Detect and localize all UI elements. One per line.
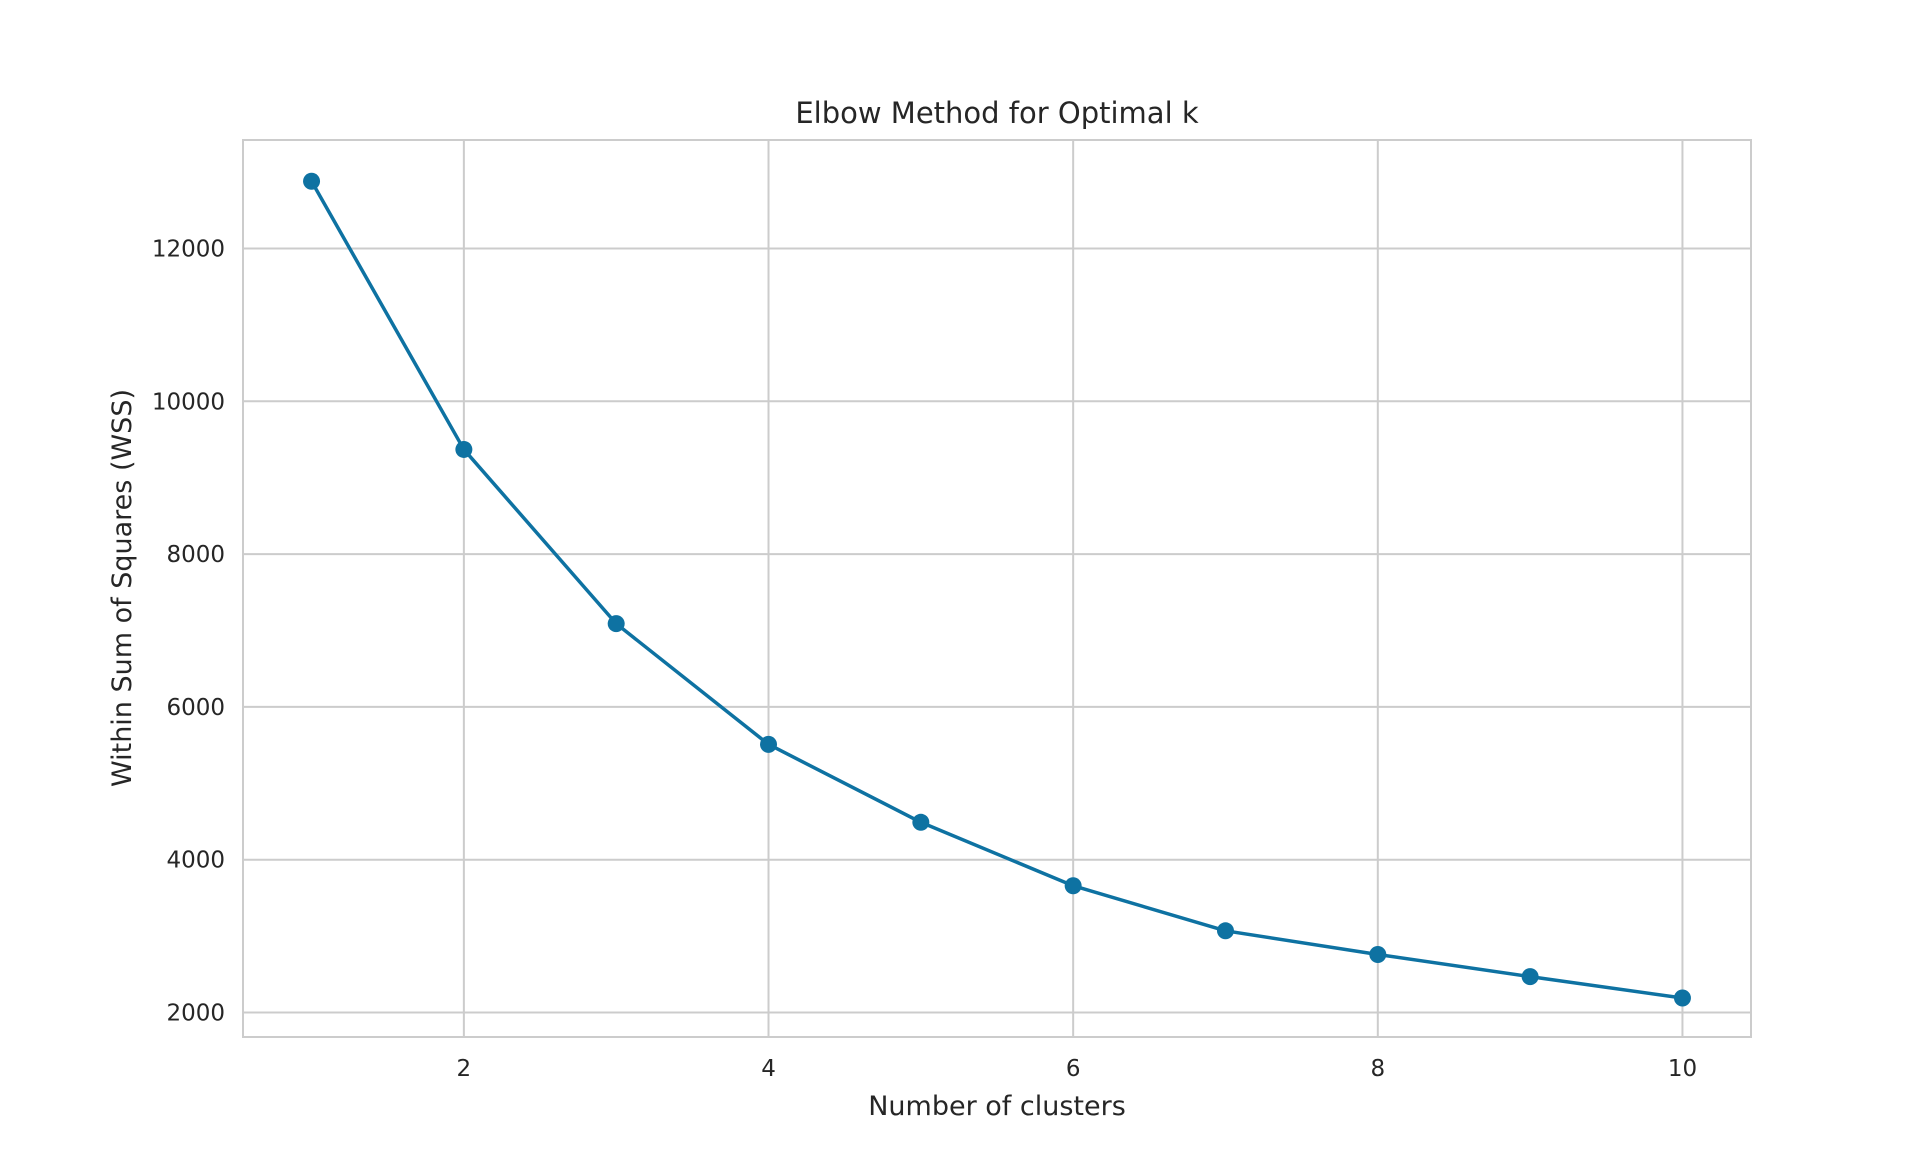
y-axis-label: Within Sum of Squares (WSS) — [107, 389, 138, 787]
y-tick-label: 12000 — [152, 236, 225, 262]
grid-lines — [243, 140, 1751, 1037]
data-point — [760, 735, 778, 753]
wss-series-line — [310, 180, 1683, 1000]
data-point — [1064, 877, 1082, 895]
data-point — [303, 172, 321, 190]
plot-background — [243, 140, 1751, 1037]
data-point — [1521, 968, 1539, 986]
data-point — [1673, 989, 1691, 1007]
data-point — [607, 615, 625, 633]
x-tick-label: 8 — [1370, 1056, 1385, 1082]
y-tick-label: 10000 — [152, 389, 225, 415]
data-point — [1216, 922, 1234, 940]
x-tick-label: 4 — [761, 1056, 776, 1082]
tick-labels: 2 4 6 8 10 2000 4000 6000 8000 10000 12000 — [152, 236, 1697, 1082]
y-tick-label: 2000 — [166, 1001, 225, 1027]
x-tick-label: 10 — [1668, 1056, 1697, 1082]
plot-frame — [242, 139, 1752, 1038]
chart-title: Elbow Method for Optimal k — [795, 96, 1199, 130]
data-point — [912, 813, 930, 831]
data-point — [455, 440, 473, 458]
series-layer — [303, 172, 1691, 1007]
x-tick-label: 2 — [457, 1056, 472, 1082]
y-tick-label: 6000 — [166, 695, 225, 721]
y-tick-label: 8000 — [166, 542, 225, 568]
y-tick-label: 4000 — [166, 848, 225, 874]
x-tick-label: 6 — [1066, 1056, 1081, 1082]
data-point — [1369, 945, 1387, 963]
x-axis-label: Number of clusters — [868, 1091, 1126, 1122]
